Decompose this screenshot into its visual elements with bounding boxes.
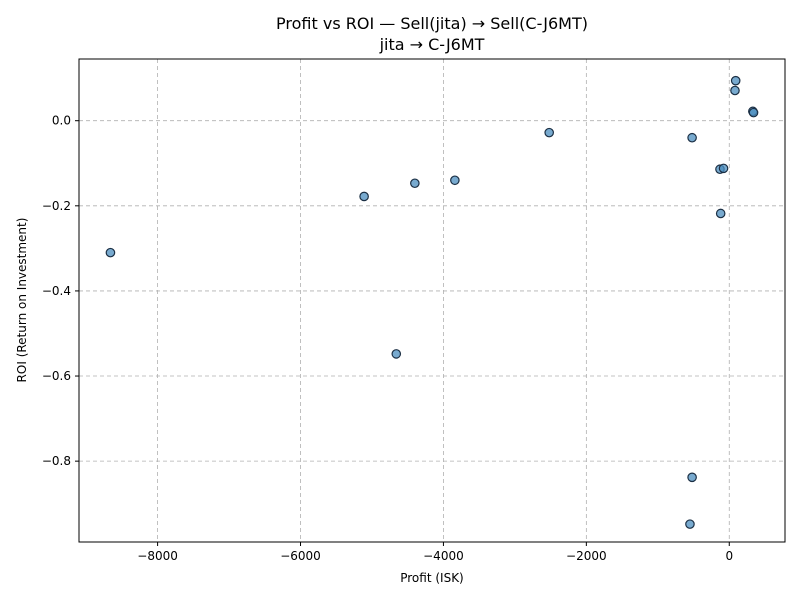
data-point [687,132,697,143]
data-point [730,85,740,96]
x-tick-label: −4000 [423,549,464,563]
data-point [748,107,759,118]
x-tick-label: 0 [725,549,733,563]
y-axis-label: ROI (Return on Investment) [15,218,29,383]
y-tick-label: −0.6 [42,369,71,383]
grid-lines [79,59,785,542]
y-tick-label: −0.4 [42,284,71,298]
y-tick-label: 0.0 [52,114,71,128]
axis-ticks: −8000 −6000 −4000 −2000 0 −0.8 −0.6 −0.4 −0.2 0.0 [42,114,733,563]
data-points [105,75,759,529]
data-point [391,349,402,359]
plot-area-frame [78,58,786,543]
data-point [718,163,729,174]
data-point [359,191,369,202]
x-axis-label: Profit (ISK) [400,571,464,585]
data-point [687,472,697,483]
data-point [685,519,695,529]
y-tick-label: −0.2 [42,199,71,213]
data-point [544,127,554,138]
chart-subtitle: jita → C-J6MT [379,35,485,54]
y-tick-label: −0.8 [42,454,71,468]
x-tick-label: −6000 [280,549,321,563]
data-point [410,178,420,189]
x-tick-label: −8000 [137,549,178,563]
data-point [105,247,116,258]
chart-title: Profit vs ROI — Sell(jita) → Sell(C-J6MT… [276,14,588,33]
data-point [450,175,460,186]
data-point [715,208,726,219]
x-tick-label: −2000 [566,549,607,563]
data-point [730,75,741,86]
